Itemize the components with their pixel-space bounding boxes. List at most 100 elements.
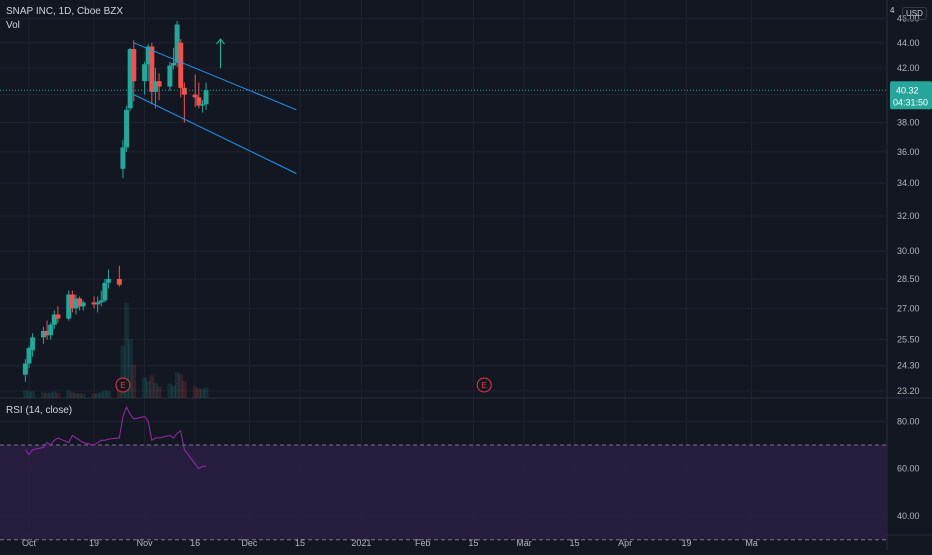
rsi-legend[interactable]: RSI (14, close)	[6, 405, 73, 416]
time-axis-label: Feb	[415, 538, 431, 548]
volume-bar	[80, 394, 86, 398]
candle-body[interactable]	[98, 300, 104, 303]
rsi-line	[25, 405, 206, 470]
candle-body[interactable]	[44, 331, 50, 336]
price-axis-label: 46.00	[897, 14, 920, 24]
last-price-value: 40.32	[896, 85, 919, 95]
candle-body[interactable]	[167, 65, 173, 87]
candle-body[interactable]	[26, 348, 32, 364]
candle-body[interactable]	[30, 337, 36, 351]
price-axis-label: 24.30	[897, 361, 920, 371]
volume-bar	[174, 372, 180, 398]
volume-bar	[77, 393, 82, 398]
time-axis-label: 19	[89, 538, 99, 548]
rsi-band	[0, 444, 887, 541]
last-price-tag[interactable]	[890, 81, 932, 110]
earnings-marker-label: E	[482, 381, 487, 390]
price-axis-label: 38.00	[897, 118, 920, 128]
volume-bar	[26, 391, 32, 398]
time-axis-label: Dec	[241, 538, 258, 548]
volume-bar	[106, 391, 111, 398]
candle-body[interactable]	[73, 298, 79, 309]
drawing-tools[interactable]	[133, 38, 297, 174]
candle-body[interactable]	[196, 97, 202, 106]
earnings-marker[interactable]	[115, 377, 131, 393]
candle-body[interactable]	[171, 62, 177, 66]
price-tags[interactable]: 40.32 04:31:50	[890, 81, 932, 110]
candle-body[interactable]	[199, 104, 205, 106]
volume-bar	[131, 364, 137, 398]
time-axis-label: Mar	[516, 538, 532, 548]
candle-body[interactable]	[174, 24, 180, 63]
candle-body[interactable]	[51, 314, 57, 325]
candlestick-series[interactable]	[0, 20, 887, 382]
trend-channel-line[interactable]	[133, 94, 297, 174]
candle-body[interactable]	[95, 302, 101, 305]
time-axis-label: 15	[295, 538, 305, 548]
time-axis-label: Nov	[137, 538, 154, 548]
candle-body[interactable]	[69, 294, 75, 309]
candle-body[interactable]	[77, 298, 83, 307]
candle-body[interactable]	[181, 87, 187, 95]
candle-body[interactable]	[124, 109, 130, 148]
candle-body[interactable]	[91, 302, 97, 305]
rsi-axis-label: 80.00	[897, 416, 920, 426]
up-arrow-head[interactable]	[216, 38, 225, 45]
candle-body[interactable]	[116, 279, 122, 285]
volume-bar	[102, 390, 108, 398]
time-axis-label: 2021	[351, 538, 371, 548]
price-axis-label: 42.00	[897, 63, 920, 73]
price-axis-label: 30.00	[897, 246, 920, 256]
price-axis-label: 23.20	[897, 386, 920, 396]
volume-bar	[167, 383, 173, 398]
candle-body[interactable]	[66, 294, 72, 319]
volume-bar	[192, 386, 198, 398]
candle-body[interactable]	[80, 302, 86, 307]
time-axis-label: Ma	[745, 538, 758, 548]
candle-body[interactable]	[178, 42, 184, 88]
candle-body[interactable]	[192, 94, 198, 98]
trend-channel-line[interactable]	[133, 42, 297, 111]
earnings-marker-label: E	[120, 381, 125, 390]
candle-body[interactable]	[48, 324, 54, 336]
candle-body[interactable]	[142, 64, 148, 82]
volume-bar	[69, 392, 75, 398]
candle-body[interactable]	[55, 314, 61, 319]
rsi-axis-label: 60.00	[897, 464, 920, 474]
candle-body[interactable]	[145, 46, 151, 65]
candle-body[interactable]	[131, 48, 137, 82]
candle-body[interactable]	[203, 90, 209, 105]
volume-bar	[156, 386, 162, 398]
currency-button[interactable]: USD	[902, 7, 927, 20]
volume-bar	[153, 382, 158, 398]
volume-bar	[22, 390, 28, 398]
candle-body[interactable]	[40, 331, 46, 338]
time-axis-label: Apr	[618, 538, 632, 548]
price-axis-label: 28.50	[897, 274, 920, 284]
candle-body[interactable]	[127, 48, 133, 109]
candle-body[interactable]	[102, 282, 108, 301]
time-axis-label: 15	[570, 538, 580, 548]
volume-bar	[55, 393, 61, 398]
price-axis-label: 44.00	[897, 38, 920, 48]
earnings-marker[interactable]	[476, 377, 492, 393]
candle-body[interactable]	[105, 279, 111, 283]
candle-body[interactable]	[149, 46, 155, 92]
candle-body[interactable]	[120, 147, 126, 169]
volume-legend[interactable]: Vol	[6, 20, 20, 31]
volume-bar	[145, 380, 151, 398]
volume-bar	[98, 392, 104, 398]
time-axis-label: 16	[190, 538, 200, 548]
volume-bar	[73, 393, 79, 398]
symbol-title[interactable]: SNAP INC, 1D, Cboe BZX	[6, 6, 124, 17]
candle-body[interactable]	[22, 363, 28, 375]
volume-bar	[200, 389, 205, 398]
candle-body[interactable]	[152, 81, 158, 92]
volume-bars	[22, 303, 209, 398]
volume-bar	[178, 374, 184, 398]
volume-bar	[124, 303, 129, 398]
candle-body[interactable]	[156, 81, 162, 87]
